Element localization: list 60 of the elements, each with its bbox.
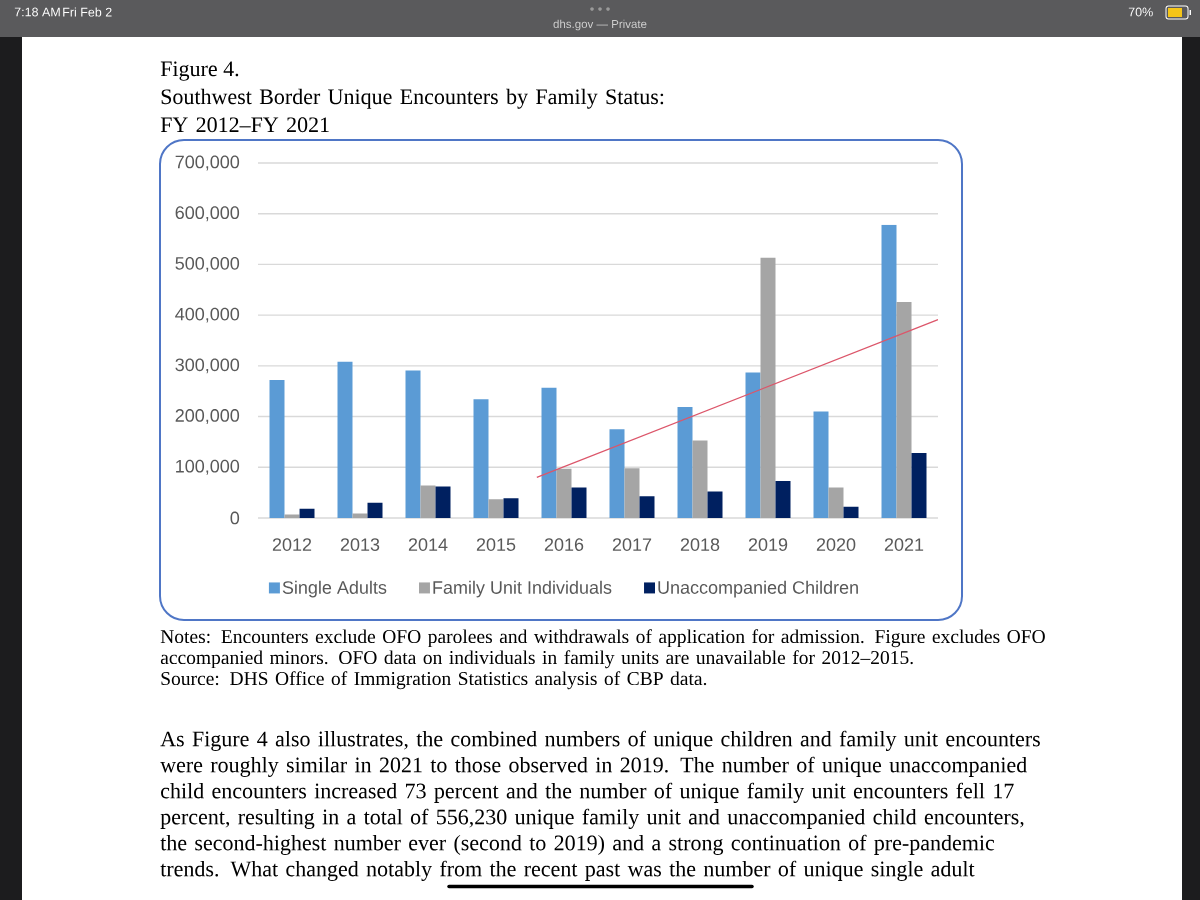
- bar: [299, 508, 315, 518]
- bar: [435, 486, 451, 518]
- text: Notes: Encounters exclude OFO parolees and withdrawals of application for admission. Figure excludes OFO accompanied minors. OFO data on individuals in family units are unavailable for 2012–2015.: [160, 629, 1045, 669]
- bar: [707, 491, 723, 518]
- bar: [896, 301, 912, 518]
- bar: [775, 480, 791, 518]
- bar: [828, 487, 844, 518]
- x-tick-label: 2012: [272, 538, 312, 551]
- bar: [541, 387, 557, 518]
- x-tick-label: 2021: [884, 538, 924, 551]
- x-tick-label: 2015: [476, 538, 516, 551]
- bar: [624, 468, 640, 518]
- bar: [609, 429, 625, 518]
- text: 7:18 AM: [14, 7, 60, 17]
- y-tick-label: 300,000: [175, 358, 240, 374]
- text: 70%: [1128, 7, 1153, 17]
- bar: [284, 514, 300, 518]
- x-tick-label: 2019: [748, 538, 788, 551]
- text: Fri Feb 2: [63, 7, 112, 17]
- text: dhs.gov — Private: [553, 19, 647, 31]
- bar: [745, 372, 761, 518]
- bar: [420, 485, 436, 518]
- bar: [677, 406, 693, 518]
- bar: [911, 453, 927, 518]
- text: As Figure 4 also illustrates, the combined numbers of unique children and family unit encounters were roughly similar in 2021 to those observed in 2019. The number of unique unaccompanied child encounters increased 73 percent and the number of unique family unit encounters fell 17 percent, resulting in a total of 556,230 unique family unit and unaccompanied child encounters, the second-highest number ever (second to 2019) and a strong continuation of pre-pandemic trends. What changed notably from the recent past was the number of unique single adult: [160, 730, 1040, 881]
- source-note: Source: DHS Office of Immigration Statistics analysis of CBP data.: [161, 671, 707, 690]
- y-tick-label: 600,000: [175, 206, 240, 222]
- bar: [473, 399, 489, 518]
- x-tick-label: 2014: [408, 538, 448, 551]
- y-tick-label: 0: [230, 511, 240, 525]
- bar: [503, 498, 519, 518]
- y-tick-label: 400,000: [175, 307, 240, 323]
- x-tick-label: 2018: [680, 538, 720, 551]
- y-tick-label: 200,000: [175, 409, 240, 425]
- bar: [760, 257, 776, 518]
- bar: [571, 487, 587, 518]
- x-tick-label: 2020: [816, 538, 856, 551]
- chart-subtitle: Southwest Border Unique Encounters by Family Status: FY 2012–FY 2021: [160, 88, 664, 133]
- legend-label: Single Adults: [282, 580, 387, 598]
- y-tick-label: 500,000: [175, 256, 240, 272]
- x-tick-label: 2017: [612, 538, 652, 551]
- bar: [639, 496, 655, 518]
- bar: [692, 440, 708, 518]
- bar: [843, 506, 859, 518]
- x-tick-label: 2016: [544, 538, 584, 551]
- bar: [881, 224, 897, 518]
- bar: [352, 513, 368, 518]
- bar: [405, 370, 421, 518]
- legend-label: Family Unit Individuals: [433, 580, 612, 598]
- bar: [488, 499, 504, 518]
- bar: [337, 361, 353, 518]
- bar: [367, 502, 383, 518]
- bar: [556, 468, 572, 518]
- x-tick-label: 2013: [340, 538, 380, 551]
- bar: [269, 380, 285, 518]
- legend-label: Unaccompanied Children: [658, 580, 858, 598]
- y-tick-label: 100,000: [176, 459, 240, 475]
- y-tick-label: 700,000: [175, 155, 240, 171]
- chart-title: Figure 4.: [160, 61, 239, 81]
- bar: [813, 411, 829, 518]
